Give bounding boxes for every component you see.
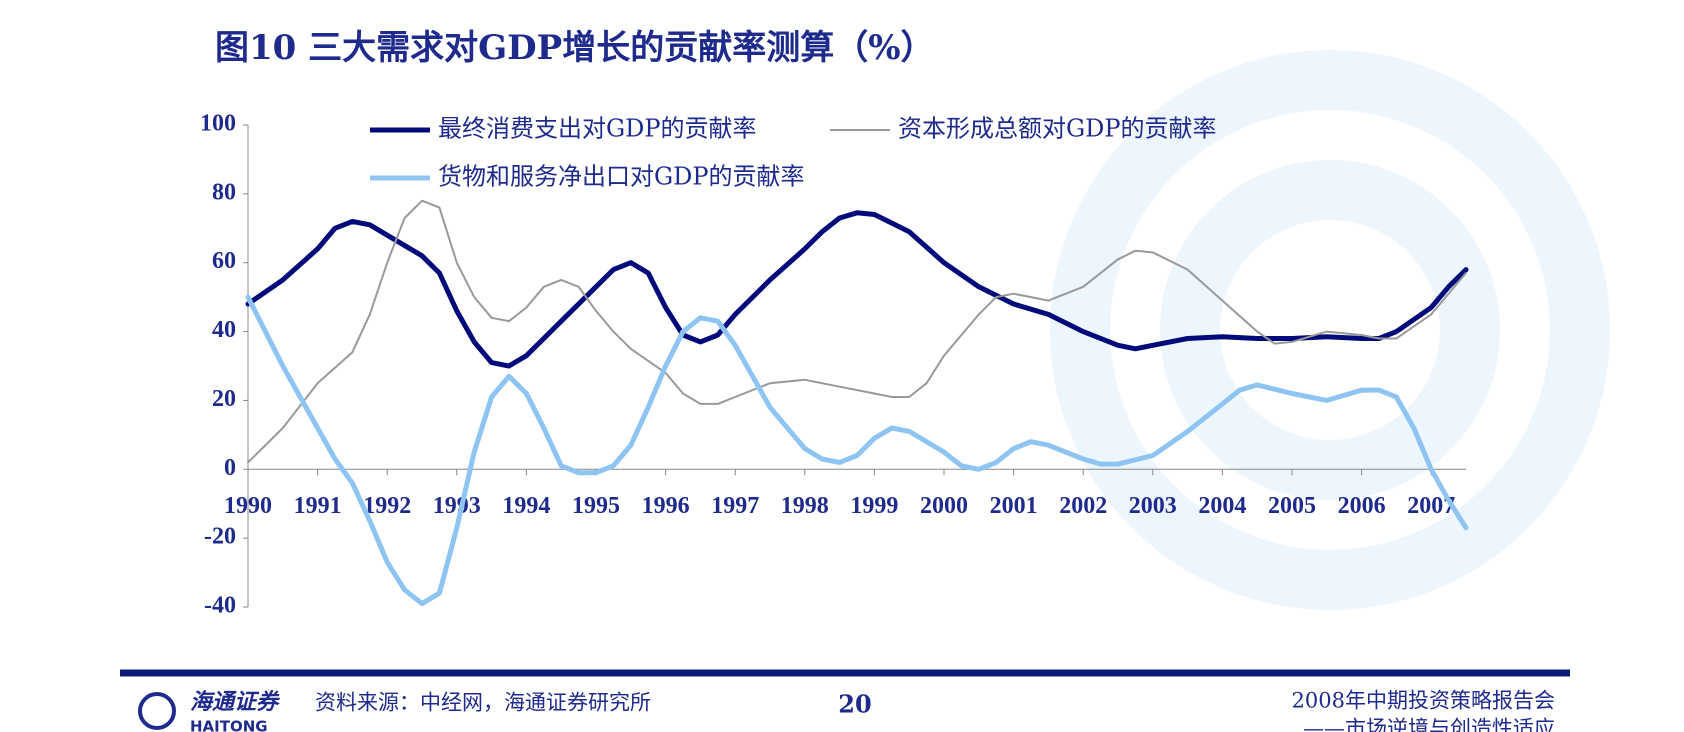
x-tick-label: 1995 bbox=[572, 493, 620, 519]
logo: 海通证券 HAITONG bbox=[138, 689, 280, 732]
report-title: 2008年中期投资策略报告会 bbox=[1292, 689, 1555, 713]
x-tick-label: 2001 bbox=[990, 493, 1038, 519]
x-tick-label: 1993 bbox=[433, 493, 481, 519]
source: 资料来源：中经网，海通证券研究所 bbox=[315, 691, 651, 715]
y-tick-label: 20 bbox=[212, 386, 236, 412]
y-tick-label: 80 bbox=[212, 179, 236, 205]
x-tick-label: 2005 bbox=[1268, 493, 1316, 519]
x-tick-label: 1996 bbox=[642, 493, 690, 519]
x-tick-label: 1994 bbox=[502, 493, 550, 519]
page-number: 20 bbox=[838, 690, 871, 719]
x-tick-label: 1997 bbox=[711, 493, 759, 519]
x-tick-label: 1998 bbox=[781, 493, 829, 519]
y-tick-label: 100 bbox=[200, 111, 236, 137]
plot: -40 -20 0 20 40 60 80 100 1990 1991 1992 1993 1994 19… bbox=[200, 111, 1469, 619]
x-tick-label: 1991 bbox=[294, 493, 342, 519]
y-tick-label: 0 bbox=[224, 455, 236, 481]
legend-label: 最终消费支出对GDP的贡献率 bbox=[438, 115, 757, 143]
x-tick-label: 1992 bbox=[363, 493, 411, 519]
report-subtitle: ——市场逆境与创造性适应 bbox=[1303, 717, 1555, 732]
x-tick-label: 2003 bbox=[1129, 493, 1177, 519]
logo-text: 海通证券 bbox=[190, 689, 280, 715]
series-line bbox=[247, 199, 1467, 464]
x-tick-label: 2006 bbox=[1338, 493, 1386, 519]
logo-en: HAITONG bbox=[190, 718, 268, 732]
x-tick-label: 2000 bbox=[920, 493, 968, 519]
y-tick-label: -20 bbox=[204, 524, 236, 550]
y-tick-label: 60 bbox=[212, 248, 236, 274]
legend-label: 资本形成总额对GDP的贡献率 bbox=[898, 115, 1217, 143]
logo-mark bbox=[138, 692, 176, 730]
x-tick-label: 1999 bbox=[850, 493, 898, 519]
x-tick-label: 1990 bbox=[224, 493, 272, 519]
series-line bbox=[245, 210, 1469, 369]
x-tick-label: 2002 bbox=[1059, 493, 1107, 519]
y-tick-label: -40 bbox=[204, 593, 236, 619]
chart-title: 图10 三大需求对GDP增长的贡献率测算（%） bbox=[215, 28, 935, 68]
x-tick-label: 2004 bbox=[1198, 493, 1246, 519]
legend-label: 货物和服务净出口对GDP的贡献率 bbox=[438, 163, 805, 191]
deco-circle bbox=[1160, 160, 1500, 500]
series-line bbox=[245, 294, 1469, 607]
y-tick-label: 40 bbox=[212, 317, 236, 343]
